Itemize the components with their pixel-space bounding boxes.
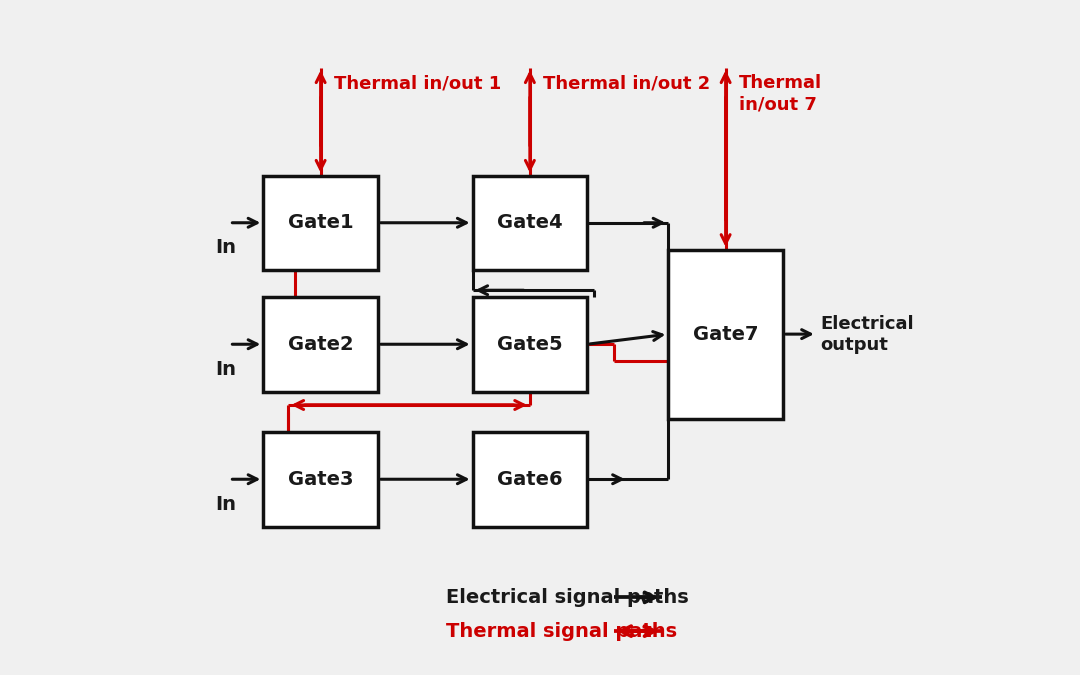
FancyBboxPatch shape [669,250,783,418]
FancyBboxPatch shape [264,432,378,526]
Text: Gate1: Gate1 [287,213,353,232]
Text: In: In [216,495,237,514]
Text: Gate3: Gate3 [288,470,353,489]
Text: Gate2: Gate2 [287,335,353,354]
Text: Thermal in/out 2: Thermal in/out 2 [543,74,711,92]
Text: Electrical
output: Electrical output [820,315,914,354]
Text: Gate7: Gate7 [693,325,758,344]
FancyBboxPatch shape [264,297,378,392]
FancyBboxPatch shape [473,432,588,526]
FancyBboxPatch shape [473,297,588,392]
Text: Thermal
in/out 7: Thermal in/out 7 [739,74,822,113]
Text: In: In [216,238,237,257]
Text: Gate5: Gate5 [497,335,563,354]
FancyBboxPatch shape [473,176,588,270]
Text: Thermal in/out 1: Thermal in/out 1 [334,74,501,92]
Text: Thermal signal paths: Thermal signal paths [446,622,677,641]
FancyBboxPatch shape [264,176,378,270]
Text: Gate4: Gate4 [497,213,563,232]
Text: Gate6: Gate6 [497,470,563,489]
Text: Electrical signal paths: Electrical signal paths [446,588,688,607]
Text: In: In [216,360,237,379]
